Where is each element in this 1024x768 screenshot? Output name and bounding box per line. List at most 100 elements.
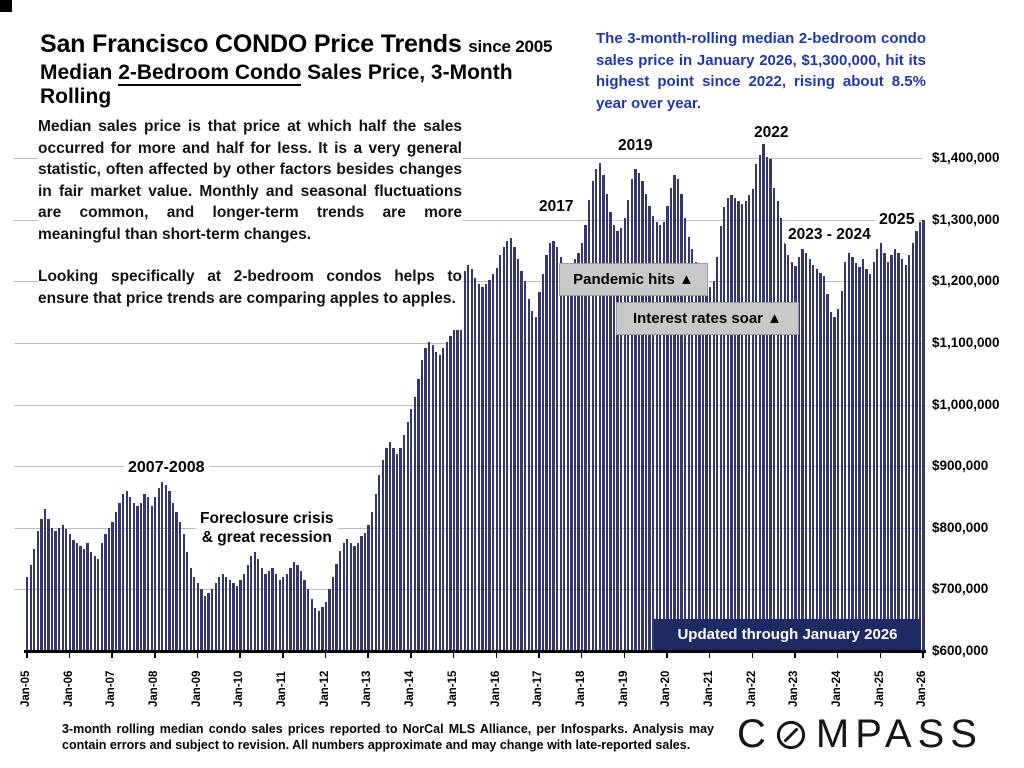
bar [822, 276, 826, 651]
bar [431, 345, 434, 651]
bar [879, 243, 882, 651]
bar [427, 341, 431, 651]
bar [698, 273, 701, 651]
bar [815, 268, 818, 651]
x-axis-label: Jan-25 [873, 670, 886, 707]
bar [691, 249, 694, 651]
x-axis-line [24, 650, 926, 653]
x-axis-tick [836, 652, 839, 658]
bar [445, 341, 449, 651]
x-axis-tick [580, 652, 583, 658]
bar [755, 164, 758, 651]
bar [897, 252, 900, 651]
bar [655, 222, 658, 651]
page-subtitle: Median 2-Bedroom Condo Sales Price, 3-Mo… [40, 61, 580, 109]
bar [684, 218, 687, 651]
bar [502, 246, 505, 651]
bar [221, 574, 224, 651]
bar [378, 475, 381, 651]
bar [765, 156, 769, 651]
bar [641, 181, 644, 651]
bar [388, 441, 392, 651]
bar [876, 249, 879, 651]
bar [257, 558, 260, 651]
bar [488, 280, 491, 651]
bar [97, 558, 100, 651]
compass-logo: C MPASS [737, 714, 983, 754]
bar [264, 574, 267, 651]
bar [210, 589, 214, 651]
bar [360, 536, 363, 651]
bar [417, 378, 420, 651]
annotation-2023-2024: 2023 - 2024 [785, 226, 874, 244]
x-axis-label: Jan-13 [361, 670, 374, 707]
bar [196, 583, 200, 651]
bar [623, 218, 626, 651]
bar [833, 317, 836, 651]
bar [591, 181, 594, 651]
bar [680, 193, 683, 651]
bar [157, 487, 160, 651]
bar [104, 533, 107, 651]
bar [193, 577, 196, 651]
bar [65, 529, 68, 651]
bar [577, 252, 580, 651]
bar [381, 460, 384, 651]
bar [883, 252, 886, 651]
bar [869, 273, 872, 651]
bar [829, 312, 833, 651]
x-axis-label: Jan-14 [404, 670, 417, 707]
bar [499, 255, 502, 651]
bar [463, 271, 466, 651]
bar [321, 606, 324, 651]
bar [438, 355, 441, 651]
bar [367, 524, 370, 651]
bar [484, 283, 488, 651]
y-axis-label: $1,300,000 [932, 211, 1000, 227]
bar [459, 286, 463, 651]
bar [278, 580, 281, 651]
bar [82, 549, 86, 651]
x-axis-tick [452, 652, 455, 658]
bar [630, 179, 633, 651]
x-axis-label: Jan-08 [148, 670, 161, 707]
bar [886, 261, 890, 651]
bar [851, 256, 854, 651]
bar [93, 555, 96, 651]
bar [726, 198, 730, 651]
bar [164, 484, 168, 651]
bar [481, 287, 484, 651]
bar [861, 259, 865, 651]
bar [225, 577, 228, 651]
gridline-$1,300,000 [14, 219, 922, 221]
bar [840, 290, 843, 651]
bar [826, 293, 829, 651]
bar [154, 496, 157, 651]
bar [342, 543, 345, 651]
bar [371, 512, 374, 651]
x-axis-label: Jan-19 [617, 670, 630, 707]
page-title: San Francisco CONDO Price Trends since 2… [40, 30, 580, 59]
bar [186, 552, 189, 651]
x-axis-tick [538, 652, 540, 658]
x-axis-label: Jan-07 [105, 670, 118, 707]
bar [253, 552, 256, 651]
bar [274, 574, 278, 651]
bar [598, 162, 601, 651]
x-axis-tick [196, 652, 199, 658]
x-axis-tick [666, 652, 668, 658]
bar [47, 518, 50, 651]
bar [740, 204, 744, 651]
bar [235, 586, 239, 651]
x-axis-label: Jan-17 [532, 670, 545, 707]
bar [395, 453, 399, 651]
bar [168, 490, 171, 651]
bar [317, 610, 320, 651]
x-axis-tick [922, 652, 924, 658]
x-axis-tick [154, 652, 156, 658]
bar [228, 580, 232, 651]
bar [182, 533, 185, 651]
x-axis-label: Jan-05 [20, 670, 32, 707]
bar [712, 281, 715, 651]
bar [570, 267, 573, 651]
